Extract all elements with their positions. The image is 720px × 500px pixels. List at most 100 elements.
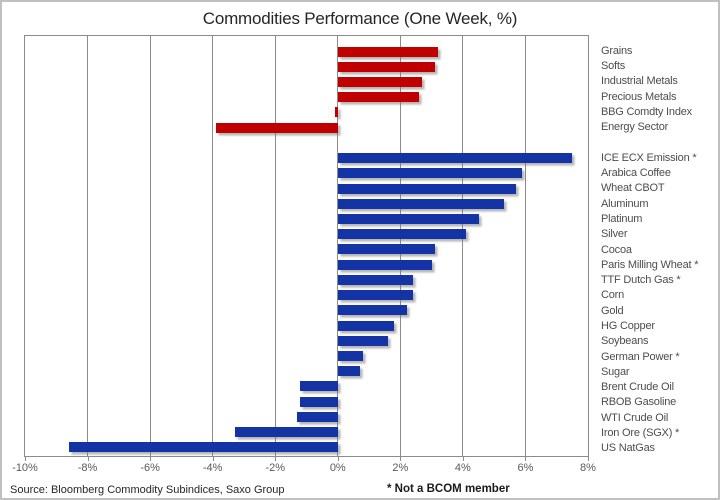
chart-title: Commodities Performance (One Week, %) bbox=[202, 9, 518, 28]
gridline--6 bbox=[149, 36, 151, 456]
category-label-wti-crude-oil: WTI Crude Oil bbox=[601, 411, 669, 424]
bar-row-industrial-metals bbox=[25, 74, 588, 89]
category-label-energy-sector: Energy Sector bbox=[601, 121, 669, 134]
bar-paris-milling-wheat bbox=[337, 259, 432, 270]
axis-tick--8 bbox=[87, 457, 89, 461]
bar-arabica-coffee bbox=[337, 168, 523, 179]
bar-row-iron-ore-sgx bbox=[25, 424, 588, 439]
bar-row-energy-sector bbox=[25, 120, 588, 135]
bar-brent-crude-oil bbox=[300, 381, 338, 392]
bar-row-aluminum bbox=[25, 196, 588, 211]
category-label-platinum: Platinum bbox=[601, 212, 643, 225]
x-axis-label--2: -2% bbox=[265, 462, 285, 474]
category-label-gap bbox=[601, 135, 718, 150]
bar-row-cocoa bbox=[25, 242, 588, 257]
bar-bbg-comdty-index bbox=[334, 107, 338, 118]
bar-row-gap bbox=[25, 135, 588, 150]
category-label-us-natgas: US NatGas bbox=[601, 442, 655, 455]
bar-wti-crude-oil bbox=[297, 411, 338, 422]
bar-aluminum bbox=[337, 198, 504, 209]
bar-row-softs bbox=[25, 59, 588, 74]
gridline-4 bbox=[462, 36, 464, 456]
x-axis-label--4: -4% bbox=[202, 462, 223, 474]
bar-grains bbox=[337, 46, 438, 57]
category-label-cocoa: Cocoa bbox=[601, 243, 632, 256]
category-label-ice-ecx-emission: ICE ECX Emission * bbox=[601, 151, 697, 164]
x-axis-label-0: 0% bbox=[329, 462, 346, 474]
category-label-gold: Gold bbox=[601, 304, 624, 317]
bars-layer bbox=[25, 44, 588, 455]
bar-row-wti-crude-oil bbox=[25, 409, 588, 424]
axis-tick-2 bbox=[400, 457, 402, 461]
x-axis-label--10: -10% bbox=[12, 462, 38, 474]
x-axis-label-4: 4% bbox=[454, 462, 471, 474]
gridline--2 bbox=[274, 36, 276, 456]
bar-iron-ore-sgx bbox=[234, 427, 338, 438]
category-label-soybeans: Soybeans bbox=[601, 335, 649, 348]
axis-tick-8 bbox=[588, 457, 589, 461]
category-label-industrial-metals: Industrial Metals bbox=[601, 75, 678, 88]
category-label-grains: Grains bbox=[601, 44, 633, 57]
bar-platinum bbox=[337, 214, 479, 225]
bar-row-bbg-comdty-index bbox=[25, 105, 588, 120]
bar-us-natgas bbox=[68, 442, 338, 453]
bar-row-us-natgas bbox=[25, 440, 588, 455]
x-axis-label-8: 8% bbox=[580, 462, 596, 474]
axis-tick--10 bbox=[25, 457, 26, 461]
gridline--4 bbox=[212, 36, 214, 456]
bar-german-power bbox=[337, 350, 363, 361]
category-label-wheat-cbot: Wheat CBOT bbox=[601, 182, 665, 195]
axis-tick--2 bbox=[275, 457, 277, 461]
bar-row-silver bbox=[25, 227, 588, 242]
bar-row-wheat-cbot bbox=[25, 181, 588, 196]
bar-ttf-dutch-gas bbox=[337, 274, 413, 285]
bar-row-precious-metals bbox=[25, 90, 588, 105]
category-label-german-power: German Power * bbox=[601, 350, 680, 363]
x-axis-label--6: -6% bbox=[140, 462, 160, 474]
bar-row-platinum bbox=[25, 211, 588, 226]
bar-row-arabica-coffee bbox=[25, 166, 588, 181]
bar-cocoa bbox=[337, 244, 435, 255]
bcom-footnote: * Not a BCOM member bbox=[387, 483, 510, 495]
bar-row-rbob-gasoline bbox=[25, 394, 588, 409]
x-axis-label-6: 6% bbox=[517, 462, 534, 474]
bar-precious-metals bbox=[337, 92, 420, 103]
source-note: Source: Bloomberg Commodity Subindices, … bbox=[10, 484, 285, 496]
category-label-brent-crude-oil: Brent Crude Oil bbox=[601, 381, 674, 394]
bar-hg-copper bbox=[337, 320, 395, 331]
category-label-paris-milling-wheat: Paris Milling Wheat * bbox=[601, 258, 699, 271]
gridline--8 bbox=[87, 36, 89, 456]
category-label-aluminum: Aluminum bbox=[601, 197, 649, 210]
x-axis-label--8: -8% bbox=[77, 462, 98, 474]
bar-row-soybeans bbox=[25, 333, 588, 348]
bar-sugar bbox=[337, 366, 360, 377]
category-label-iron-ore-sgx: Iron Ore (SGX) * bbox=[601, 427, 680, 440]
axis-tick-0 bbox=[337, 457, 339, 461]
bar-row-ice-ecx-emission bbox=[25, 151, 588, 166]
axis-tick-6 bbox=[525, 457, 527, 461]
bar-industrial-metals bbox=[337, 77, 423, 88]
category-label-silver: Silver bbox=[601, 228, 628, 241]
bar-row-hg-copper bbox=[25, 318, 588, 333]
bar-row-german-power bbox=[25, 348, 588, 363]
bar-soybeans bbox=[337, 335, 388, 346]
bar-silver bbox=[337, 229, 466, 240]
category-label-hg-copper: HG Copper bbox=[601, 319, 655, 332]
bar-row-corn bbox=[25, 288, 588, 303]
category-label-rbob-gasoline: RBOB Gasoline bbox=[601, 396, 677, 409]
gridline-6 bbox=[524, 36, 526, 456]
axis-tick-4 bbox=[462, 457, 464, 461]
bar-wheat-cbot bbox=[337, 183, 517, 194]
category-label-corn: Corn bbox=[601, 289, 625, 302]
plot-area bbox=[24, 35, 589, 457]
category-label-arabica-coffee: Arabica Coffee bbox=[601, 167, 671, 180]
category-labels: Grains Softs Industrial Metals Precious Met… bbox=[601, 43, 718, 456]
axis-tick--6 bbox=[150, 457, 152, 461]
category-label-softs: Softs bbox=[601, 59, 626, 72]
bar-corn bbox=[337, 290, 413, 301]
bar-row-paris-milling-wheat bbox=[25, 257, 588, 272]
bar-row-sugar bbox=[25, 364, 588, 379]
bar-row-brent-crude-oil bbox=[25, 379, 588, 394]
category-label-ttf-dutch-gas: TTF Dutch Gas * bbox=[601, 274, 681, 287]
